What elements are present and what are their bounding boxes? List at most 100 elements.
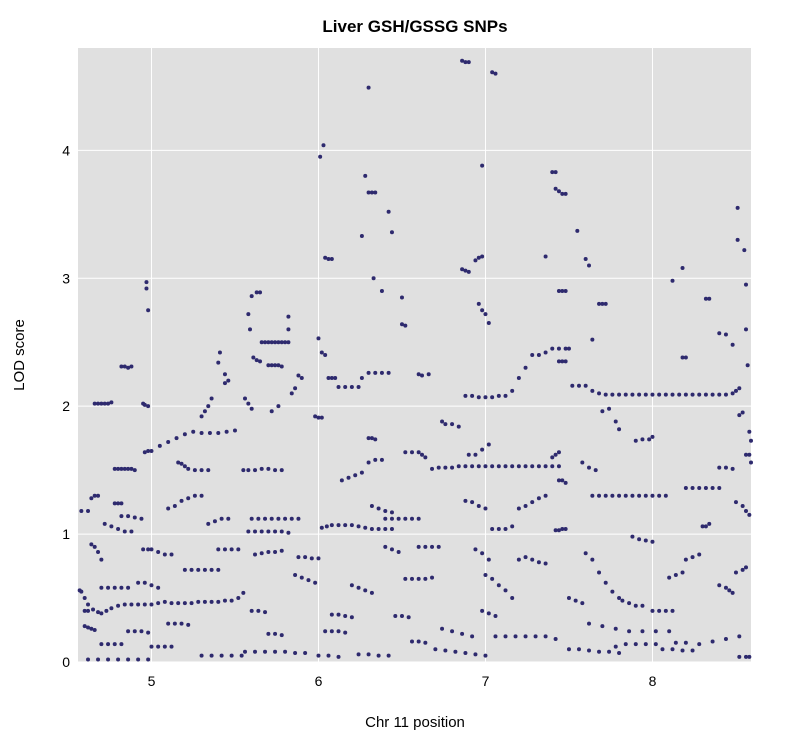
data-point: [276, 363, 281, 368]
data-point: [640, 629, 645, 634]
data-point: [366, 370, 371, 375]
data-point: [149, 602, 154, 607]
data-point: [650, 539, 655, 544]
data-point: [620, 598, 625, 603]
data-point: [399, 613, 404, 618]
data-point: [333, 376, 338, 381]
data-point: [343, 630, 348, 635]
data-point: [663, 608, 668, 613]
data-point: [217, 350, 222, 355]
data-point: [460, 631, 465, 636]
data-point: [326, 653, 331, 658]
data-point: [590, 388, 595, 393]
data-point: [416, 516, 421, 521]
data-point: [176, 601, 181, 606]
data-point: [627, 601, 632, 606]
data-point: [323, 353, 328, 357]
data-point: [162, 644, 167, 649]
data-point: [89, 626, 94, 631]
data-point: [369, 190, 374, 195]
data-point: [543, 561, 548, 566]
data-point: [142, 580, 147, 585]
data-point: [321, 143, 326, 148]
data-point: [389, 230, 394, 235]
data-point: [79, 589, 84, 594]
data-point: [279, 364, 284, 369]
data-point: [683, 486, 688, 491]
data-point: [82, 608, 87, 613]
data-point: [710, 639, 715, 644]
data-point: [523, 634, 528, 639]
data-point: [563, 359, 568, 364]
data-point: [269, 340, 274, 345]
data-point: [747, 654, 752, 659]
data-point: [263, 649, 268, 654]
data-point: [356, 585, 361, 590]
data-point: [480, 447, 485, 452]
data-point: [630, 534, 635, 539]
data-point: [493, 634, 498, 639]
data-point: [102, 521, 107, 526]
data-point: [329, 257, 334, 262]
data-point: [536, 496, 541, 501]
data-point: [366, 460, 371, 465]
data-point: [560, 526, 565, 531]
data-point: [383, 526, 388, 531]
data-point: [313, 414, 318, 419]
data-point: [416, 372, 421, 377]
data-point: [663, 493, 668, 498]
data-point: [174, 436, 179, 441]
data-point: [403, 576, 408, 581]
data-point: [733, 388, 738, 393]
data-point: [229, 598, 234, 603]
data-point: [399, 322, 404, 327]
data-point: [707, 521, 712, 526]
data-point: [717, 392, 722, 397]
data-point: [480, 551, 485, 556]
data-point: [680, 648, 685, 653]
data-point: [440, 626, 445, 631]
data-point: [463, 498, 468, 503]
data-point: [92, 544, 97, 549]
data-point: [373, 190, 378, 195]
data-point: [637, 493, 642, 498]
data-point: [587, 648, 592, 653]
data-point: [423, 544, 428, 549]
data-point: [216, 431, 221, 436]
data-point: [126, 629, 131, 634]
data-point: [597, 391, 602, 396]
data-point: [680, 266, 685, 271]
data-point: [393, 613, 398, 618]
data-point: [733, 570, 738, 575]
data-point: [663, 392, 668, 397]
data-point: [600, 409, 605, 414]
data-point: [222, 598, 227, 603]
data-point: [286, 327, 291, 332]
data-point: [389, 516, 394, 521]
data-point: [309, 556, 314, 561]
data-point: [707, 296, 712, 301]
data-point: [476, 395, 481, 400]
data-point: [496, 393, 501, 398]
data-point: [650, 392, 655, 397]
data-point: [276, 516, 281, 521]
data-point: [296, 555, 301, 560]
data-point: [142, 602, 147, 607]
data-point: [610, 493, 615, 498]
data-point: [560, 289, 565, 294]
data-point: [633, 438, 638, 443]
data-point: [430, 466, 435, 471]
data-point: [339, 478, 344, 483]
data-point: [369, 436, 374, 441]
data-point: [249, 608, 254, 613]
data-point: [119, 501, 124, 506]
data-point: [749, 438, 753, 443]
data-point: [553, 636, 558, 641]
data-point: [483, 464, 488, 469]
data-point: [319, 525, 324, 530]
data-point: [563, 346, 568, 351]
data-point: [389, 510, 394, 515]
data-point: [336, 612, 341, 617]
data-point: [366, 652, 371, 657]
data-point: [490, 464, 495, 469]
